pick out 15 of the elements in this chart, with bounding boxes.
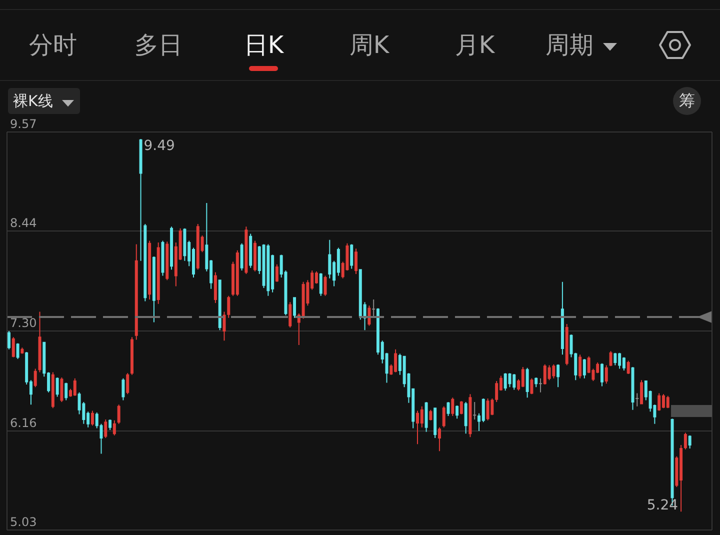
dropdown-button: 裸K线	[8, 88, 80, 114]
annotation: 5.24	[646, 498, 678, 514]
annotation: 9.49	[144, 138, 175, 154]
round-button: 筹	[673, 87, 701, 115]
text: 分时	[28, 31, 77, 59]
y-tick-label: 7.30	[10, 316, 37, 330]
y-tick-label: 9.57	[10, 117, 37, 131]
text: 周期	[545, 31, 594, 59]
y-tick-label: 6.16	[10, 416, 37, 430]
text: 多日	[134, 31, 182, 59]
text: 周K	[349, 31, 390, 59]
text: 日K	[244, 31, 284, 59]
y-tick-label: 5.03	[10, 515, 37, 529]
text: 月K	[454, 31, 495, 59]
y-tick-label: 8.44	[10, 216, 37, 230]
